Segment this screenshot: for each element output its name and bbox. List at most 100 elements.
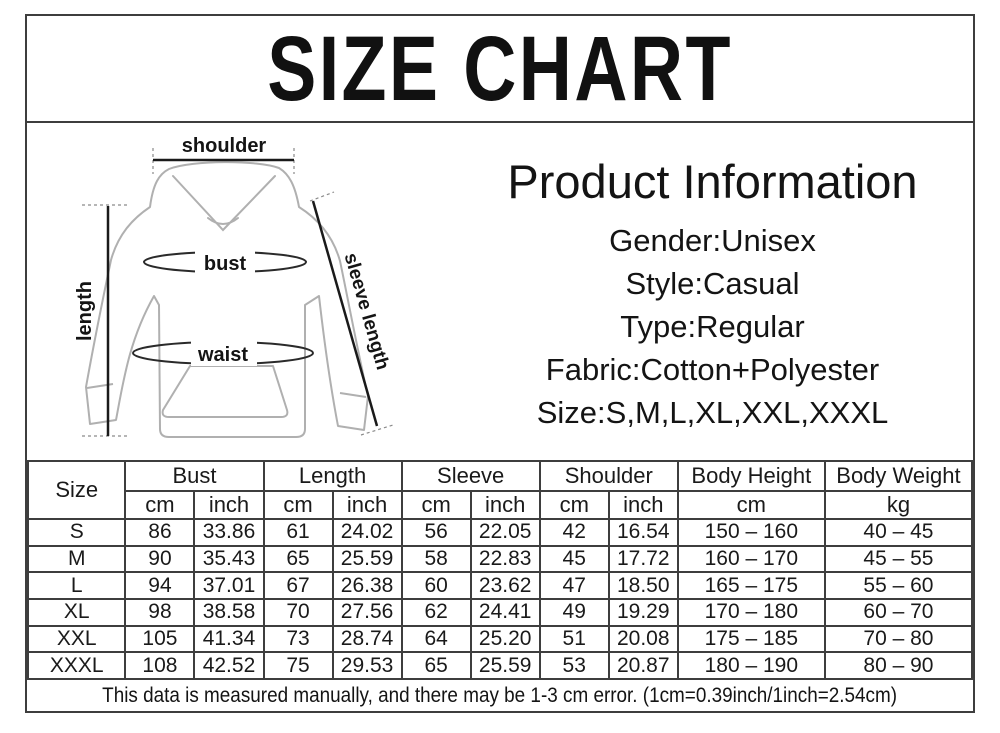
table-row: XL 98 38.58 70 27.56 62 24.41 49 19.29 170 – 180 6… <box>26 597 974 627</box>
table-cell: 45 <box>538 544 610 574</box>
table-cell: 165 – 175 <box>676 571 826 600</box>
table-cell: 67 <box>262 571 334 600</box>
header-cell-unit: kg <box>823 490 974 520</box>
table-cell: 20.08 <box>607 624 679 654</box>
table-cell: 70 <box>262 597 334 627</box>
pocket-drawing <box>161 365 289 418</box>
table-cell: 55 – 60 <box>823 571 974 600</box>
table-cell: 150 – 160 <box>676 518 826 547</box>
table-cell: 19.29 <box>607 597 679 627</box>
table-cell: 75 <box>262 651 334 680</box>
table-cell: 20.87 <box>607 651 679 680</box>
header-cell-size: Size <box>26 460 127 520</box>
header-group-row: Size Bust Length Sleeve Shoulder Body Height B… <box>26 460 974 520</box>
product-info-gender: Gender:Unisex <box>609 223 816 259</box>
table-cell: 42 <box>538 518 610 547</box>
table-cell: 90 <box>124 544 196 574</box>
table-cell: 24.41 <box>469 597 541 627</box>
table-row: L 94 37.01 67 26.38 60 23.62 47 18.50 165 – 175 55… <box>26 571 974 600</box>
table-cell: 35.43 <box>193 544 265 574</box>
table-cell: 64 <box>400 624 472 654</box>
table-cell: 24.02 <box>331 518 403 547</box>
table-cell: 41.34 <box>193 624 265 654</box>
header-cell-unit: inch <box>607 490 679 520</box>
table-cell: 180 – 190 <box>676 651 826 680</box>
table-cell: 58 <box>400 544 472 574</box>
table-cell: 26.38 <box>331 571 403 600</box>
hoodie-diagram-svg: shoulder length bust waist sleeve leng <box>74 135 394 438</box>
table-cell: 16.54 <box>607 518 679 547</box>
table-cell: 80 – 90 <box>823 651 974 680</box>
table-cell: 94 <box>124 571 196 600</box>
table-cell: 56 <box>400 518 472 547</box>
product-info-heading: Product Information <box>507 155 918 208</box>
product-info-type: Type:Regular <box>620 309 805 345</box>
table-cell: 86 <box>124 518 196 547</box>
page-title: SIZE CHART <box>267 17 733 120</box>
size-cell: S <box>26 518 127 547</box>
table-cell: 33.86 <box>193 518 265 547</box>
header-cell-unit: inch <box>193 490 265 520</box>
title-row: SIZE CHART <box>27 16 973 123</box>
table-cell: 23.62 <box>469 571 541 600</box>
header-cell-group: Sleeve <box>400 460 541 492</box>
header-cell-unit: cm <box>400 490 472 520</box>
table-cell: 18.50 <box>607 571 679 600</box>
length-label: length <box>74 281 96 341</box>
size-cell: XXXL <box>26 651 127 680</box>
size-table-head: Size Bust Length Sleeve Shoulder Body Height B… <box>26 460 974 520</box>
table-cell: 73 <box>262 624 334 654</box>
hood-opening-drawing <box>172 175 276 232</box>
table-row: S 86 33.86 61 24.02 56 22.05 42 16.54 150 – 160 40… <box>26 518 974 547</box>
table-cell: 61 <box>262 518 334 547</box>
size-cell: L <box>26 571 127 600</box>
size-cell: XL <box>26 597 127 627</box>
size-chart-sheet: SIZE CHART shoulder length <box>25 14 975 713</box>
table-cell: 51 <box>538 624 610 654</box>
table-cell: 37.01 <box>193 571 265 600</box>
table-cell: 17.72 <box>607 544 679 574</box>
table-cell: 105 <box>124 624 196 654</box>
footer-note-text: This data is measured manually, and ther… <box>102 683 898 707</box>
header-cell-group: Shoulder <box>538 460 679 492</box>
table-cell: 60 <box>400 571 472 600</box>
table-cell: 22.83 <box>469 544 541 574</box>
table-cell: 42.52 <box>193 651 265 680</box>
table-row: M 90 35.43 65 25.59 58 22.83 45 17.72 160 – 170 45… <box>26 544 974 574</box>
table-row: XXXL 108 42.52 75 29.53 65 25.59 53 20.87 180 – 1… <box>26 651 974 680</box>
table-cell: 40 – 45 <box>823 518 974 547</box>
shoulder-label: shoulder <box>182 135 267 157</box>
bust-label-backing <box>195 249 255 275</box>
header-cell-unit: cm <box>124 490 196 520</box>
waist-label-backing <box>191 340 257 366</box>
measurement-diagram: shoulder length bust waist sleeve leng <box>27 123 452 460</box>
header-cell-unit: cm <box>262 490 334 520</box>
table-cell: 38.58 <box>193 597 265 627</box>
table-cell: 49 <box>538 597 610 627</box>
header-cell-unit: inch <box>469 490 541 520</box>
table-cell: 65 <box>400 651 472 680</box>
hoodie-outline-drawing <box>85 161 369 438</box>
table-cell: 70 – 80 <box>823 624 974 654</box>
header-cell-group: Body Height <box>676 460 826 492</box>
product-info-sizes: Size:S,M,L,XL,XXL,XXXL <box>536 395 889 431</box>
size-cell: M <box>26 544 127 574</box>
header-cell-unit: inch <box>331 490 403 520</box>
header-cell-unit: cm <box>538 490 610 520</box>
size-table-body: S 86 33.86 61 24.02 56 22.05 42 16.54 150 – 160 40… <box>26 518 974 680</box>
table-cell: 22.05 <box>469 518 541 547</box>
header-sub-row: cm inch cm inch cm inch cm inch cm kg <box>28 490 974 520</box>
waist-label: waist <box>197 344 248 366</box>
table-cell: 98 <box>124 597 196 627</box>
table-cell: 60 – 70 <box>823 597 974 627</box>
table-cell: 25.20 <box>469 624 541 654</box>
table-cell: 29.53 <box>331 651 403 680</box>
product-info-fabric: Fabric:Cotton+Polyester <box>545 352 880 388</box>
sleeve-measure-line <box>311 200 379 427</box>
table-cell: 25.59 <box>469 651 541 680</box>
table-cell: 53 <box>538 651 610 680</box>
footer-note: This data is measured manually, and ther… <box>27 680 973 711</box>
content-row: shoulder length bust waist sleeve leng <box>27 123 973 460</box>
table-cell: 45 – 55 <box>823 544 974 574</box>
